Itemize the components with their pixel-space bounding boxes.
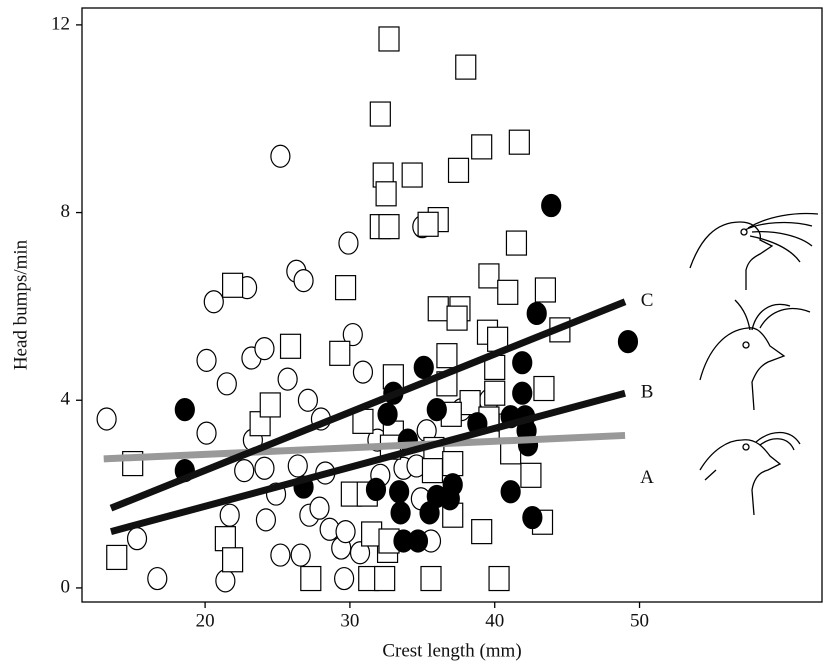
- circle-point: [335, 520, 356, 544]
- square-point: [222, 547, 244, 573]
- circle-point: [349, 541, 371, 565]
- y-tick-label: 12: [51, 13, 70, 34]
- fit-line: [110, 389, 626, 536]
- square-point: [478, 263, 500, 289]
- circle-point: [413, 355, 434, 380]
- line-label: C: [641, 290, 654, 311]
- circle-point: [196, 348, 217, 372]
- circle-point: [500, 480, 521, 504]
- circle-point: [309, 496, 330, 520]
- x-tick-label: 30: [340, 610, 359, 631]
- x-tick-label: 20: [196, 610, 215, 631]
- square-point: [447, 157, 470, 183]
- square-point: [520, 462, 542, 488]
- square-point: [378, 214, 400, 240]
- circle-point: [389, 480, 410, 504]
- circle-point: [526, 301, 547, 326]
- square-point: [300, 565, 322, 592]
- line-label: B: [641, 382, 654, 403]
- circle-point: [512, 381, 533, 405]
- square-point: [471, 519, 493, 545]
- bird-illustrations: [689, 212, 819, 516]
- circle-point: [290, 543, 311, 567]
- circle-point: [270, 543, 291, 567]
- square-point: [427, 296, 449, 322]
- square-point: [534, 277, 557, 303]
- y-tick-label: 8: [61, 201, 71, 222]
- line-label: A: [640, 467, 654, 488]
- y-axis-label: Head bumps/min: [10, 239, 31, 370]
- x-tick-label: 50: [630, 610, 649, 631]
- square-point: [421, 458, 444, 484]
- circle-point: [342, 322, 363, 347]
- fit-line: [109, 298, 627, 512]
- square-point: [455, 54, 477, 80]
- square-point: [279, 333, 302, 359]
- circle-point: [522, 505, 543, 530]
- circle-point: [442, 473, 463, 497]
- x-axis-label: Crest length (mm): [382, 640, 521, 661]
- square-point: [533, 375, 555, 402]
- circle-point: [617, 329, 639, 354]
- square-point: [259, 392, 281, 418]
- circle-point: [377, 402, 398, 426]
- square-point: [446, 305, 468, 331]
- square-point: [106, 544, 128, 571]
- circle-point: [541, 193, 562, 218]
- square-point: [442, 450, 464, 477]
- circle-point: [219, 503, 240, 527]
- square-point: [334, 275, 357, 301]
- circle-point: [270, 144, 291, 168]
- circle-point: [293, 269, 314, 293]
- square-point: [417, 211, 439, 237]
- circle-point: [254, 456, 275, 480]
- circle-point: [254, 337, 275, 361]
- fit-line: [103, 431, 626, 463]
- square-point: [214, 526, 236, 552]
- square-point: [505, 230, 528, 256]
- square-point: [484, 380, 506, 406]
- square-point: [436, 343, 458, 369]
- circle-point: [196, 421, 217, 445]
- square-point: [222, 272, 244, 298]
- circle-point: [147, 566, 168, 591]
- circle-point: [255, 508, 277, 532]
- square-point: [374, 565, 396, 592]
- circle-point: [334, 566, 355, 591]
- y-tick-label: 0: [61, 576, 71, 597]
- circle-point: [234, 459, 255, 483]
- circle-point: [126, 527, 148, 551]
- square-point: [488, 565, 510, 592]
- square-point: [420, 565, 442, 592]
- circle-point: [216, 372, 237, 396]
- circle-point: [426, 398, 447, 422]
- square-point: [369, 101, 391, 127]
- circle-point: [287, 454, 308, 478]
- circle-point: [338, 231, 359, 255]
- circle-point: [297, 388, 319, 412]
- square-point: [378, 26, 400, 52]
- circle-point: [407, 529, 429, 553]
- circle-point: [215, 569, 236, 593]
- square-point: [375, 181, 397, 207]
- circle-point: [96, 407, 117, 431]
- square-point: [497, 279, 519, 305]
- x-tick-label: 40: [485, 610, 504, 631]
- square-point: [459, 389, 481, 416]
- circle-point: [203, 290, 224, 314]
- plot-frame: [81, 7, 823, 603]
- square-point: [401, 162, 423, 188]
- square-point: [508, 129, 530, 155]
- square-point: [471, 134, 493, 160]
- circle-point: [277, 367, 298, 391]
- circle-point: [390, 501, 411, 525]
- circle-point: [174, 398, 195, 422]
- circle-point: [365, 477, 387, 501]
- y-tick-label: 4: [61, 389, 71, 410]
- circle-point: [352, 360, 374, 384]
- square-point: [329, 340, 351, 366]
- circle-point: [512, 351, 533, 375]
